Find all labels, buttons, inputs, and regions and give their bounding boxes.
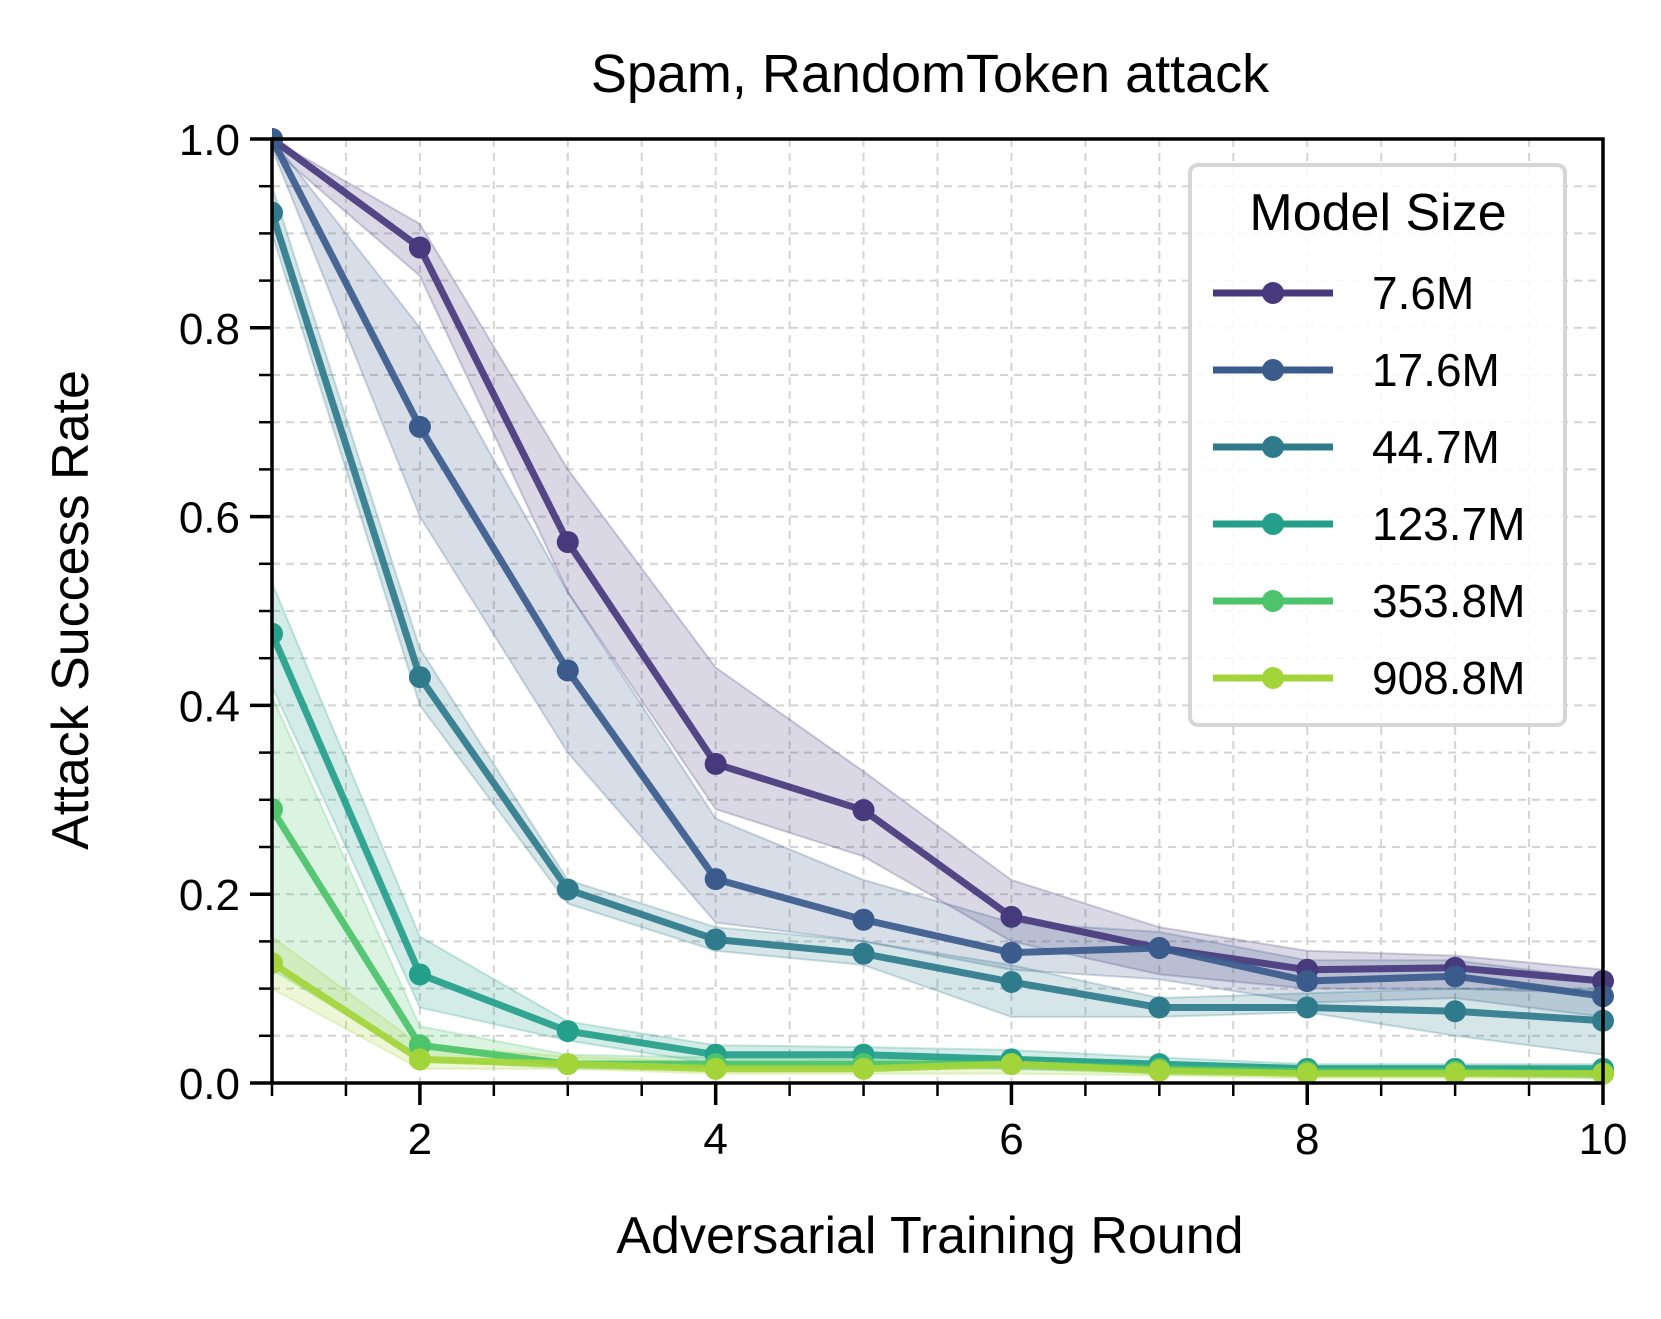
axes: 2 4 6 8 10 0.0 0.2 0.4 0.6 0.8 1.0 [179, 116, 1628, 1164]
data-point-123.7M [408, 963, 431, 986]
data-point-17.6M [1296, 970, 1319, 993]
data-point-908.8M [1296, 1062, 1319, 1085]
data-point-7.6M [1000, 905, 1023, 928]
data-point-44.7M [1148, 996, 1171, 1019]
data-point-17.6M [1148, 937, 1171, 960]
chart-title: Spam, RandomToken attack [591, 44, 1270, 104]
series-line-7.6M [272, 135, 1607, 985]
data-point-44.7M [272, 201, 283, 224]
data-point-44.7M [1444, 1000, 1467, 1023]
legend: Model Size 7.6M 17.6M 44.7M 123.7M 353.8M 908… [1188, 163, 1567, 727]
data-point-44.7M [408, 666, 431, 689]
data-point-44.7M [1000, 970, 1023, 993]
legend-label: 123.7M [1372, 498, 1525, 550]
legend-swatch-marker [1262, 513, 1284, 535]
series-line-44.7M [272, 209, 1607, 1025]
legend-entry-44.7M: 44.7M [1213, 421, 1500, 473]
data-point-17.6M [852, 908, 875, 931]
y-tick-label: 0.6 [179, 494, 240, 543]
legend-swatch-marker [1262, 436, 1284, 458]
x-tick-label: 4 [703, 1115, 727, 1164]
data-point-17.6M [1444, 965, 1467, 988]
y-tick-label: 1.0 [179, 116, 240, 165]
y-tick-label: 0.4 [179, 682, 240, 731]
legend-swatch-marker [1262, 282, 1284, 304]
data-point-908.8M [1444, 1062, 1467, 1085]
data-point-44.7M [852, 942, 875, 965]
y-tick-label: 0.0 [179, 1060, 240, 1109]
data-point-908.8M [852, 1057, 875, 1080]
data-point-7.6M [556, 531, 579, 554]
data-point-908.8M [704, 1057, 727, 1080]
y-tick-label: 0.8 [179, 305, 240, 354]
data-point-353.8M [272, 798, 283, 821]
legend-label: 17.6M [1372, 344, 1500, 396]
data-point-7.6M [852, 799, 875, 822]
legend-title: Model Size [1249, 184, 1506, 242]
data-point-123.7M [272, 622, 283, 645]
data-point-17.6M [704, 868, 727, 891]
x-tick-label: 6 [999, 1115, 1023, 1164]
x-tick-label: 10 [1579, 1115, 1628, 1164]
data-point-908.8M [1148, 1059, 1171, 1082]
x-axis-label: Adversarial Training Round [616, 1207, 1243, 1265]
data-point-17.6M [1000, 941, 1023, 964]
data-point-44.7M [556, 878, 579, 901]
legend-label: 7.6M [1372, 267, 1474, 319]
legend-swatch-marker [1262, 667, 1284, 689]
data-point-17.6M [556, 659, 579, 682]
legend-swatch-marker [1262, 590, 1284, 612]
data-point-123.7M [556, 1020, 579, 1043]
series-markers [272, 128, 1614, 1085]
data-point-908.8M [408, 1048, 431, 1071]
data-point-908.8M [272, 952, 283, 975]
y-axis-label: Attack Success Rate [42, 370, 100, 850]
legend-entries: 7.6M 17.6M 44.7M 123.7M 353.8M 908.8M [1213, 267, 1525, 704]
legend-entry-17.6M: 17.6M [1213, 344, 1500, 396]
legend-label: 353.8M [1372, 575, 1525, 627]
y-tick-label: 0.2 [179, 871, 240, 920]
legend-entry-123.7M: 123.7M [1213, 498, 1525, 550]
legend-label: 908.8M [1372, 652, 1525, 704]
data-point-908.8M [556, 1053, 579, 1076]
data-point-44.7M [704, 928, 727, 951]
legend-entry-7.6M: 7.6M [1213, 267, 1474, 319]
legend-frame [1188, 163, 1567, 727]
data-point-7.6M [408, 236, 431, 259]
series-lines [272, 135, 1607, 1078]
data-point-17.6M [408, 415, 431, 438]
data-point-44.7M [1296, 996, 1319, 1019]
legend-swatch-marker [1262, 359, 1284, 381]
x-tick-label: 8 [1295, 1115, 1319, 1164]
legend-label: 44.7M [1372, 421, 1500, 473]
data-point-7.6M [704, 752, 727, 775]
series-line-17.6M [272, 135, 1607, 1000]
x-tick-label: 2 [408, 1115, 432, 1164]
series-line-908.8M [272, 959, 1607, 1078]
legend-entry-908.8M: 908.8M [1213, 652, 1525, 704]
legend-entry-353.8M: 353.8M [1213, 575, 1525, 627]
data-point-908.8M [1000, 1053, 1023, 1076]
